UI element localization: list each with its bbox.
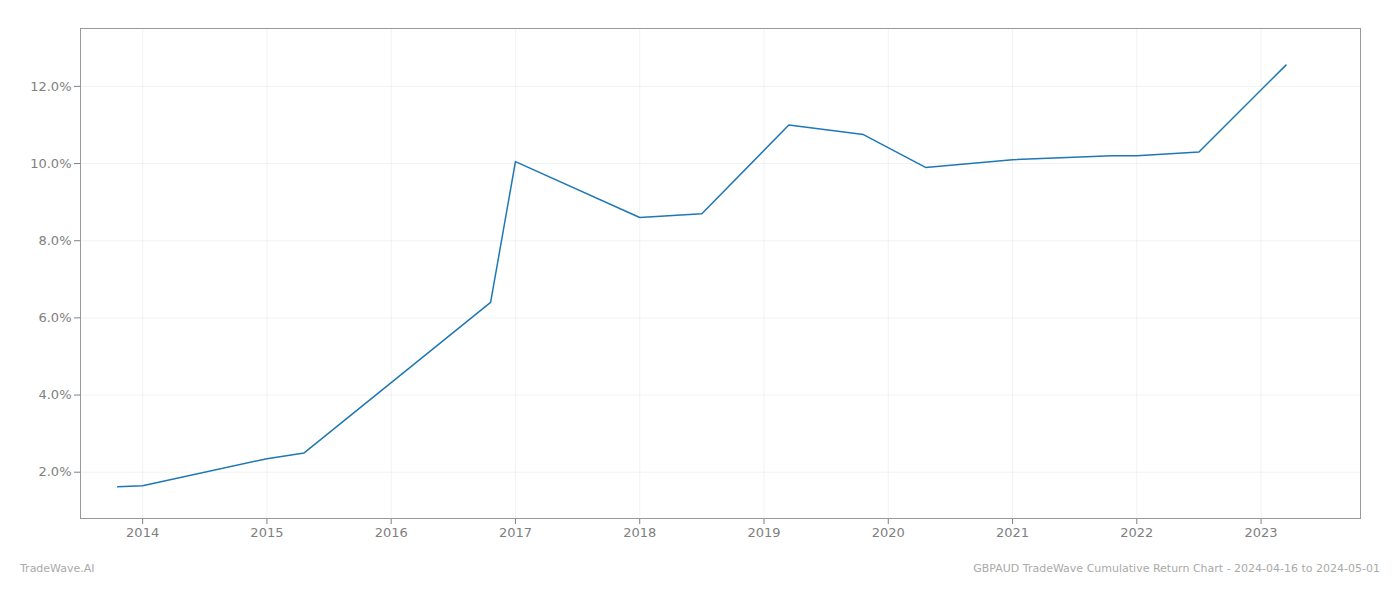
svg-text:2023: 2023 [1245,525,1278,540]
svg-text:10.0%: 10.0% [30,156,71,171]
svg-text:2014: 2014 [126,525,159,540]
html-text:TradeWave.AI: TradeWave.AI [20,562,95,575]
svg-text:2016: 2016 [375,525,408,540]
svg-text:2022: 2022 [1120,525,1153,540]
svg-text:2.0%: 2.0% [38,464,71,479]
svg-text:2015: 2015 [250,525,283,540]
html-text:GBPAUD TradeWave Cumulative Re: GBPAUD TradeWave Cumulative Return Chart… [973,562,1380,575]
svg-text:12.0%: 12.0% [30,79,71,94]
svg-text:2020: 2020 [872,525,905,540]
svg-text:2021: 2021 [996,525,1029,540]
svg-text:4.0%: 4.0% [38,387,71,402]
svg-text:2017: 2017 [499,525,532,540]
svg-text:6.0%: 6.0% [38,310,71,325]
svg-text:8.0%: 8.0% [38,233,71,248]
svg-text:2018: 2018 [623,525,656,540]
svg-text:2019: 2019 [747,525,780,540]
